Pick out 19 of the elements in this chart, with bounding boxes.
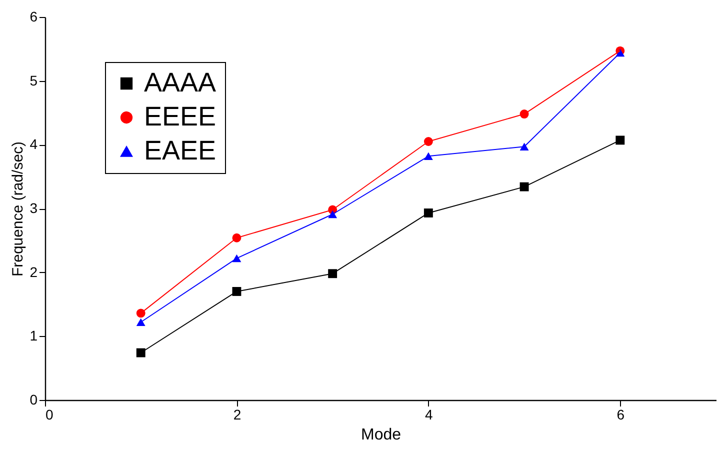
legend-label: EAEE [144,136,216,166]
x-axis-title: Mode [360,426,402,444]
point [136,318,146,326]
y-tick-label: 5 [30,72,38,88]
y-tick-label: 6 [30,8,38,24]
x-tick-label: 2 [233,406,242,422]
y-tick-label: 0 [30,392,38,408]
x-tick-label: 4 [425,406,434,422]
x-tick-label: 0 [46,406,54,422]
y-tick-label: 2 [30,264,38,280]
legend-label: EEEE [144,102,216,132]
point [616,136,625,145]
y-tick-label: 3 [30,200,38,216]
y-axis-title: Frequence (rad/sec) [10,141,27,277]
y-tick-label: 4 [30,136,38,152]
y-tick-label: 1 [30,328,38,344]
x-tick-label: 6 [616,406,625,422]
legend-label: AAAA [144,68,216,98]
point [136,308,146,318]
